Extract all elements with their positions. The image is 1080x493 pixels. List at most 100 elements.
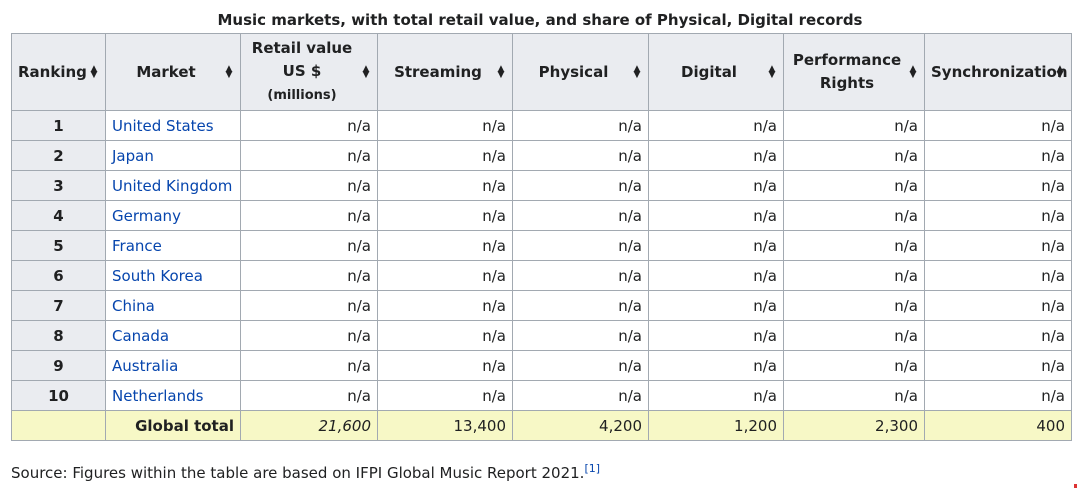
retail-value-cell: n/a (240, 290, 378, 321)
synchronization-cell: n/a (924, 140, 1072, 171)
table-row: 2 Japan n/a n/a n/a n/a n/a n/a (11, 140, 1072, 171)
market-link[interactable]: Netherlands (112, 386, 204, 405)
sort-updown-icon[interactable]: ▲ ▼ (497, 64, 505, 80)
digital-cell: n/a (648, 110, 784, 141)
column-header-ranking[interactable]: Ranking ▲ ▼ (11, 33, 106, 111)
physical-cell: n/a (512, 380, 649, 411)
market-cell: Australia (105, 350, 241, 381)
column-header-market[interactable]: Market ▲ ▼ (105, 33, 241, 111)
market-link[interactable]: United Kingdom (112, 176, 233, 195)
sort-updown-icon[interactable]: ▲ ▼ (225, 64, 233, 80)
streaming-cell: n/a (377, 290, 513, 321)
source-note: Source: Figures within the table are bas… (11, 459, 600, 483)
performance-rights-cell: n/a (783, 110, 925, 141)
market-cell: Netherlands (105, 380, 241, 411)
column-header-streaming[interactable]: Streaming ▲ ▼ (377, 33, 513, 111)
scroll-indicator (1074, 484, 1077, 488)
sort-updown-icon[interactable]: ▲ ▼ (1056, 64, 1064, 80)
market-cell: China (105, 290, 241, 321)
streaming-cell: n/a (377, 110, 513, 141)
column-header-label: Digital (681, 63, 737, 81)
streaming-cell: n/a (377, 140, 513, 171)
column-header-label: Synchronization (931, 63, 1068, 81)
rank-cell: 5 (11, 230, 106, 261)
synchronization-cell: n/a (924, 110, 1072, 141)
source-text: Source: Figures within the table are bas… (11, 464, 585, 482)
market-link[interactable]: France (112, 236, 162, 255)
column-header-performance-rights[interactable]: Performance Rights ▲ ▼ (783, 33, 925, 111)
sort-updown-icon[interactable]: ▲ ▼ (362, 64, 370, 80)
music-markets-table: Ranking ▲ ▼ Market ▲ ▼ Retail value US $ (… (11, 33, 1072, 441)
market-link[interactable]: Australia (112, 356, 179, 375)
table-caption: Music markets, with total retail value, … (217, 11, 863, 29)
digital-cell: n/a (648, 380, 784, 411)
performance-rights-cell: n/a (783, 320, 925, 351)
market-link[interactable]: Germany (112, 206, 181, 225)
market-link[interactable]: Canada (112, 326, 170, 345)
rank-cell: 4 (11, 200, 106, 231)
synchronization-cell: n/a (924, 170, 1072, 201)
rank-cell: 1 (11, 110, 106, 141)
column-header-label: Market (136, 63, 196, 81)
sort-updown-icon[interactable]: ▲ ▼ (90, 64, 98, 80)
physical-cell: n/a (512, 230, 649, 261)
market-link[interactable]: China (112, 296, 155, 315)
rank-cell: 9 (11, 350, 106, 381)
performance-rights-cell: n/a (783, 290, 925, 321)
header-row: Ranking ▲ ▼ Market ▲ ▼ Retail value US $ (… (11, 33, 1072, 111)
column-header-retail-value[interactable]: Retail value US $ (millions) ▲ ▼ (240, 33, 378, 111)
retail-value-cell: n/a (240, 380, 378, 411)
synchronization-cell: n/a (924, 380, 1072, 411)
digital-cell: n/a (648, 140, 784, 171)
market-cell: South Korea (105, 260, 241, 291)
column-header-synchronization[interactable]: Synchronization ▲ ▼ (924, 33, 1072, 111)
physical-cell: n/a (512, 200, 649, 231)
retail-value-cell: n/a (240, 170, 378, 201)
synchronization-cell: n/a (924, 320, 1072, 351)
total-streaming: 13,400 (377, 410, 513, 441)
performance-rights-cell: n/a (783, 260, 925, 291)
performance-rights-cell: n/a (783, 140, 925, 171)
rank-cell: 10 (11, 380, 106, 411)
physical-cell: n/a (512, 140, 649, 171)
total-retail-value: 21,600 (240, 410, 378, 441)
market-link[interactable]: South Korea (112, 266, 203, 285)
column-header-physical[interactable]: Physical ▲ ▼ (512, 33, 649, 111)
retail-value-cell: n/a (240, 230, 378, 261)
table-row: 3 United Kingdom n/a n/a n/a n/a n/a n/a (11, 170, 1072, 201)
synchronization-cell: n/a (924, 260, 1072, 291)
physical-cell: n/a (512, 290, 649, 321)
table-row: 4 Germany n/a n/a n/a n/a n/a n/a (11, 200, 1072, 231)
retail-value-cell: n/a (240, 140, 378, 171)
market-cell: Japan (105, 140, 241, 171)
table-row: 9 Australia n/a n/a n/a n/a n/a n/a (11, 350, 1072, 381)
rank-cell: 6 (11, 260, 106, 291)
reference-link[interactable]: [1] (584, 462, 601, 475)
market-cell: Canada (105, 320, 241, 351)
market-link[interactable]: United States (112, 116, 214, 135)
retail-value-cell: n/a (240, 350, 378, 381)
retail-value-cell: n/a (240, 110, 378, 141)
streaming-cell: n/a (377, 380, 513, 411)
column-header-digital[interactable]: Digital ▲ ▼ (648, 33, 784, 111)
digital-cell: n/a (648, 350, 784, 381)
digital-cell: n/a (648, 320, 784, 351)
table-row: 10 Netherlands n/a n/a n/a n/a n/a n/a (11, 380, 1072, 411)
table-row: 8 Canada n/a n/a n/a n/a n/a n/a (11, 320, 1072, 351)
table-row: 1 United States n/a n/a n/a n/a n/a n/a (11, 110, 1072, 141)
column-header-unit: (millions) (267, 88, 337, 103)
digital-cell: n/a (648, 200, 784, 231)
table-row: 5 France n/a n/a n/a n/a n/a n/a (11, 230, 1072, 261)
column-header-label: Streaming (394, 63, 482, 81)
sort-updown-icon[interactable]: ▲ ▼ (633, 64, 641, 80)
market-link[interactable]: Japan (112, 146, 154, 165)
streaming-cell: n/a (377, 350, 513, 381)
market-cell: Germany (105, 200, 241, 231)
physical-cell: n/a (512, 110, 649, 141)
sort-updown-icon[interactable]: ▲ ▼ (768, 64, 776, 80)
rank-cell: 3 (11, 170, 106, 201)
digital-cell: n/a (648, 170, 784, 201)
physical-cell: n/a (512, 350, 649, 381)
total-performance-rights: 2,300 (783, 410, 925, 441)
sort-updown-icon[interactable]: ▲ ▼ (909, 64, 917, 80)
